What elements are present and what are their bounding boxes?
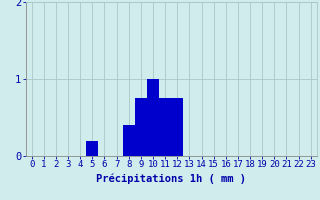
Bar [86,141,99,156]
Bar [159,98,171,156]
Bar [147,79,159,156]
Bar [171,98,183,156]
X-axis label: Précipitations 1h ( mm ): Précipitations 1h ( mm ) [96,173,246,184]
Bar [135,98,147,156]
Bar [123,125,135,156]
